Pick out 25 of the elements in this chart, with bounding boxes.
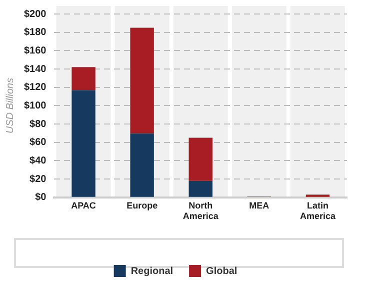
- y-axis-title: USD Billions: [4, 78, 16, 134]
- legend-label: Regional: [130, 266, 174, 277]
- y-tick-label: $80: [30, 118, 47, 130]
- x-tick-label: North America: [182, 200, 220, 222]
- bar: [130, 28, 154, 134]
- y-tick-label: $0: [35, 192, 47, 204]
- y-tick-label: $100: [24, 100, 47, 112]
- y-tick-label: $200: [24, 8, 47, 20]
- y-tick-label: $180: [24, 27, 47, 38]
- y-tick-label: $60: [30, 137, 47, 148]
- x-tick-label: APAC: [71, 200, 96, 210]
- bar: [72, 67, 96, 90]
- y-tick-label: $40: [30, 155, 47, 166]
- x-tick-label: Europe: [126, 200, 158, 210]
- bar: [188, 180, 212, 197]
- bar: [130, 133, 154, 197]
- y-tick-label: $140: [24, 64, 47, 75]
- legend-label: Global: [206, 266, 238, 277]
- bar: [72, 90, 96, 197]
- x-tick-label: Latin America: [300, 200, 336, 222]
- y-tick-label: $160: [24, 45, 47, 56]
- y-tick-label: $20: [30, 174, 47, 185]
- bar: [188, 138, 212, 181]
- y-tick-label: $120: [24, 82, 47, 94]
- x-tick-label: MEA: [249, 200, 270, 210]
